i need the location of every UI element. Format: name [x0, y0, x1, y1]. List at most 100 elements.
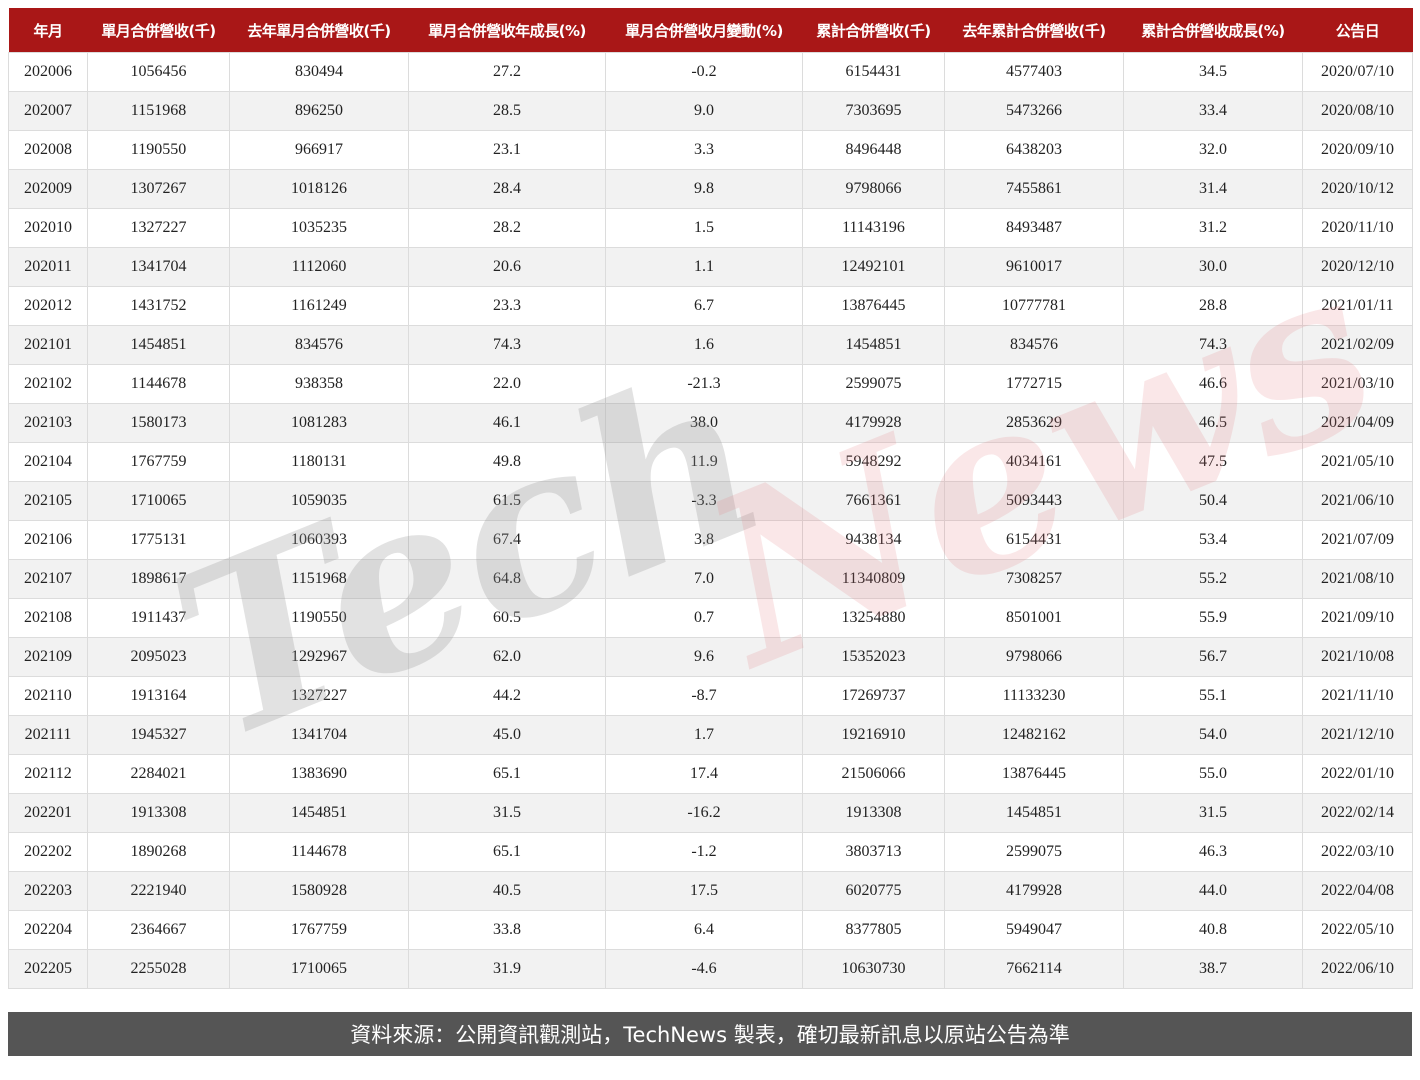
table-cell: 1580928 [229, 871, 409, 911]
table-cell: 7.0 [605, 559, 803, 599]
table-cell: 2022/04/08 [1302, 871, 1413, 911]
table-cell: 1767759 [229, 910, 409, 950]
table-cell: 38.7 [1123, 949, 1303, 989]
table-cell: 13876445 [802, 286, 945, 326]
table-cell: 11143196 [802, 208, 945, 248]
table-cell: 202204 [8, 910, 88, 950]
table-cell: 1913308 [802, 793, 945, 833]
table-row: 202011 1341704 1112060 20.6 1.1 12492101 96100… [8, 247, 1413, 287]
table-cell: -0.2 [605, 52, 803, 92]
column-header: 單月合併營收月變動(%) [605, 8, 803, 53]
table-cell: 9798066 [802, 169, 945, 209]
table-cell: -3.3 [605, 481, 803, 521]
table-cell: 17269737 [802, 676, 945, 716]
table-cell: 5473266 [944, 91, 1124, 131]
table-cell: 7455861 [944, 169, 1124, 209]
table-cell: 2021/04/09 [1302, 403, 1413, 443]
table-cell: 20.6 [408, 247, 606, 287]
table-cell: 31.9 [408, 949, 606, 989]
table-cell: 47.5 [1123, 442, 1303, 482]
table-cell: 30.0 [1123, 247, 1303, 287]
table-cell: 1292967 [229, 637, 409, 677]
table-cell: 2020/11/10 [1302, 208, 1413, 248]
table-cell: 2853629 [944, 403, 1124, 443]
table-cell: 1.7 [605, 715, 803, 755]
table-cell: 45.0 [408, 715, 606, 755]
table-cell: 202110 [8, 676, 88, 716]
table-cell: 1081283 [229, 403, 409, 443]
source-footer: 資料來源：公開資訊觀測站，TechNews 製表，確切最新訊息以原站公告為準 [8, 1012, 1412, 1056]
table-cell: 202007 [8, 91, 88, 131]
table-cell: 53.4 [1123, 520, 1303, 560]
table-cell: 28.4 [408, 169, 606, 209]
table-cell: 1056456 [87, 52, 230, 92]
table-cell: 2021/06/10 [1302, 481, 1413, 521]
table-cell: 27.2 [408, 52, 606, 92]
table-cell: 834576 [944, 325, 1124, 365]
table-cell: 13876445 [944, 754, 1124, 794]
table-cell: -4.6 [605, 949, 803, 989]
table-cell: 3.3 [605, 130, 803, 170]
table-cell: 1913164 [87, 676, 230, 716]
table-cell: 6154431 [944, 520, 1124, 560]
table-cell: 23.3 [408, 286, 606, 326]
table-row: 202205 2255028 1710065 31.9 -4.6 10630730 7662… [8, 949, 1413, 989]
table-cell: 1151968 [87, 91, 230, 131]
table-cell: 202012 [8, 286, 88, 326]
table-cell: 1059035 [229, 481, 409, 521]
table-cell: 60.5 [408, 598, 606, 638]
table-cell: 1151968 [229, 559, 409, 599]
table-row: 202010 1327227 1035235 28.2 1.5 11143196 84934… [8, 208, 1413, 248]
table-cell: 1060393 [229, 520, 409, 560]
table-cell: 17.4 [605, 754, 803, 794]
table-cell: 2021/10/08 [1302, 637, 1413, 677]
table-cell: 1454851 [802, 325, 945, 365]
table-cell: 38.0 [605, 403, 803, 443]
table-cell: 15352023 [802, 637, 945, 677]
table-cell: 6.4 [605, 910, 803, 950]
table-cell: 8496448 [802, 130, 945, 170]
table-row: 202008 1190550 966917 23.1 3.3 8496448 6438203… [8, 130, 1413, 170]
table-row: 202104 1767759 1180131 49.8 11.9 5948292 40341… [8, 442, 1413, 482]
table-row: 202107 1898617 1151968 64.8 7.0 11340809 73082… [8, 559, 1413, 599]
table-row: 202101 1454851 834576 74.3 1.6 1454851 834576 7… [8, 325, 1413, 365]
table-cell: 44.2 [408, 676, 606, 716]
table-cell: 202011 [8, 247, 88, 287]
table-row: 202108 1911437 1190550 60.5 0.7 13254880 85010… [8, 598, 1413, 638]
table-cell: 1341704 [87, 247, 230, 287]
table-cell: 202102 [8, 364, 88, 404]
table-cell: 6438203 [944, 130, 1124, 170]
table-cell: 33.4 [1123, 91, 1303, 131]
table-cell: 896250 [229, 91, 409, 131]
table-cell: 2284021 [87, 754, 230, 794]
table-cell: 2022/05/10 [1302, 910, 1413, 950]
table-cell: 7303695 [802, 91, 945, 131]
table-cell: 2021/01/11 [1302, 286, 1413, 326]
table-cell: 55.2 [1123, 559, 1303, 599]
table-cell: 12482162 [944, 715, 1124, 755]
table-cell: 202008 [8, 130, 88, 170]
table-cell: 1.5 [605, 208, 803, 248]
table-cell: 9610017 [944, 247, 1124, 287]
table-cell: 9798066 [944, 637, 1124, 677]
table-cell: 22.0 [408, 364, 606, 404]
table-cell: 64.8 [408, 559, 606, 599]
table-cell: -21.3 [605, 364, 803, 404]
table-cell: 34.5 [1123, 52, 1303, 92]
table-cell: 50.4 [1123, 481, 1303, 521]
table-cell: 46.6 [1123, 364, 1303, 404]
table-cell: 1144678 [87, 364, 230, 404]
table-row: 202203 2221940 1580928 40.5 17.5 6020775 41799… [8, 871, 1413, 911]
table-cell: 13254880 [802, 598, 945, 638]
table-cell: 74.3 [408, 325, 606, 365]
table-cell: 2221940 [87, 871, 230, 911]
column-header: 年月 [8, 8, 88, 53]
table-cell: 2095023 [87, 637, 230, 677]
table-row: 202103 1580173 1081283 46.1 38.0 4179928 28536… [8, 403, 1413, 443]
table-cell: -8.7 [605, 676, 803, 716]
table-cell: 55.0 [1123, 754, 1303, 794]
table-cell: 3.8 [605, 520, 803, 560]
table-cell: 65.1 [408, 754, 606, 794]
table-cell: 202104 [8, 442, 88, 482]
table-row: 202201 1913308 1454851 31.5 -16.2 1913308 1454… [8, 793, 1413, 833]
